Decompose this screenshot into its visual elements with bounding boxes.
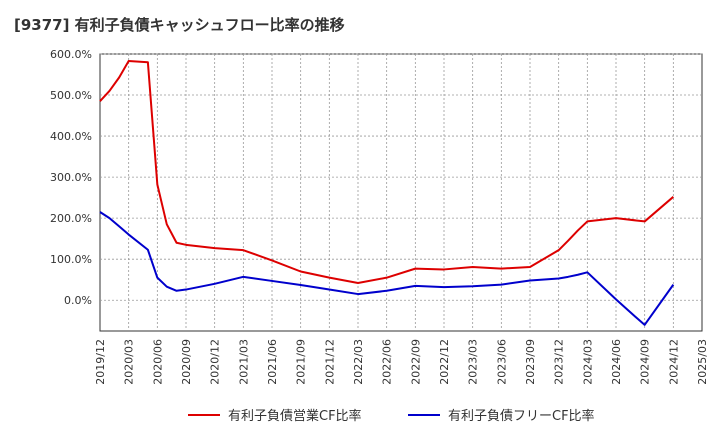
x-tick-label: 2023/09 (524, 339, 537, 385)
y-tick-label: 200.0% (50, 212, 92, 225)
y-tick-label: 600.0% (50, 48, 92, 61)
x-tick-label: 2022/03 (352, 339, 365, 385)
x-tick-label: 2024/06 (610, 339, 623, 385)
y-tick-label: 500.0% (50, 89, 92, 102)
y-tick-label: 400.0% (50, 130, 92, 143)
x-tick-label: 2023/06 (495, 339, 508, 385)
x-tick-label: 2021/03 (237, 339, 250, 385)
x-tick-label: 2020/09 (180, 339, 193, 385)
x-tick-label: 2024/03 (581, 339, 594, 385)
x-tick-label: 2020/12 (209, 339, 222, 385)
y-tick-label: 0.0% (64, 294, 92, 307)
x-tick-label: 2023/12 (553, 339, 566, 385)
legend-label: 有利子負債営業CF比率 (228, 408, 362, 424)
x-tick-label: 2024/12 (667, 339, 680, 385)
x-tick-label: 2021/06 (266, 339, 279, 385)
x-tick-label: 2024/09 (639, 339, 652, 385)
chart-title: [9377] 有利子負債キャッシュフロー比率の推移 (14, 16, 345, 34)
x-tick-label: 2020/06 (151, 339, 164, 385)
x-tick-label: 2020/03 (123, 339, 136, 385)
y-tick-label: 300.0% (50, 171, 92, 184)
x-tick-label: 2025/03 (696, 339, 709, 385)
x-tick-label: 2021/12 (323, 339, 336, 385)
x-tick-label: 2021/09 (295, 339, 308, 385)
series-line-1 (99, 59, 674, 284)
x-tick-label: 2022/09 (409, 339, 422, 385)
x-tick-label: 2022/12 (438, 339, 451, 385)
x-tick-label: 2022/06 (381, 339, 394, 385)
x-tick-label: 2019/12 (94, 339, 107, 385)
y-tick-label: 100.0% (50, 253, 92, 266)
legend-label: 有利子負債フリーCF比率 (448, 408, 595, 424)
series-line-2 (99, 211, 675, 326)
x-tick-label: 2023/03 (467, 339, 480, 385)
